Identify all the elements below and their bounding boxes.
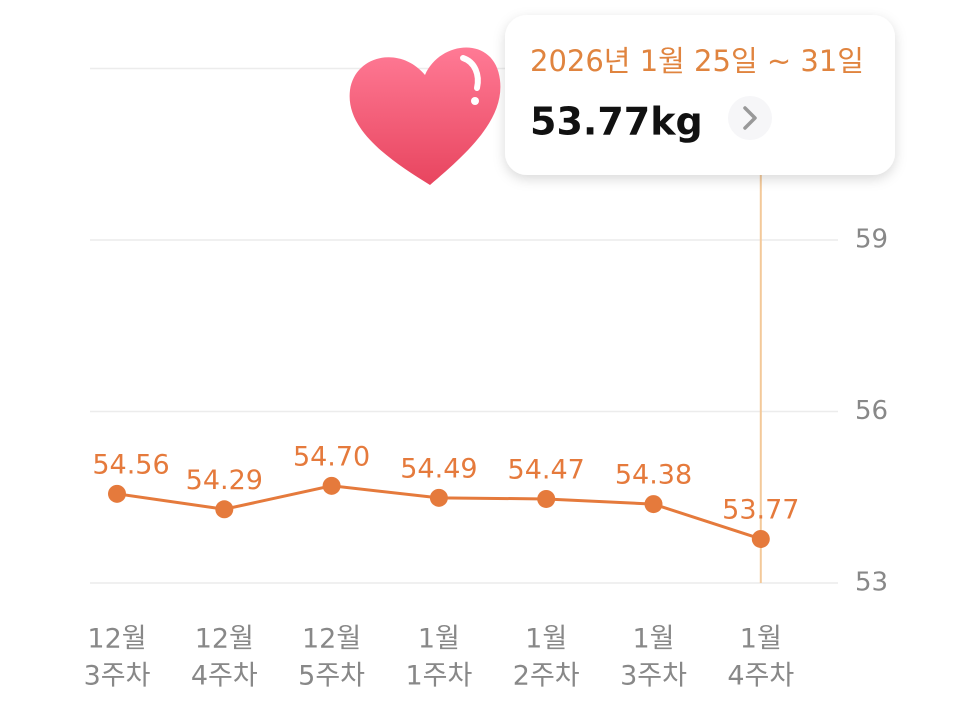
x-tick-label: 4주차 xyxy=(727,661,794,692)
x-tick-label: 12월 xyxy=(195,624,254,655)
value-label: 54.70 xyxy=(293,441,370,472)
x-tick-label: 1월 xyxy=(740,624,782,655)
point xyxy=(751,529,770,548)
point xyxy=(429,488,448,507)
x-tick-label: 12월 xyxy=(302,624,361,655)
point xyxy=(215,500,234,519)
point xyxy=(537,489,556,508)
x-tick-label: 2주차 xyxy=(513,661,580,692)
y-tick-label: 56 xyxy=(855,396,888,426)
value-label: 54.56 xyxy=(92,449,169,480)
x-tick-label: 1월 xyxy=(525,624,567,655)
chevron-icon xyxy=(743,106,757,130)
value-label: 54.38 xyxy=(615,460,692,491)
tooltip-date: 2026년 1월 25일 ~ 31일 xyxy=(530,44,864,78)
point xyxy=(108,484,126,503)
value-label: 54.47 xyxy=(508,454,585,485)
value-label: 54.29 xyxy=(186,465,263,496)
heart-icon xyxy=(349,47,501,185)
x-tick-label: 12월 xyxy=(87,624,146,655)
y-tick-label: 59 xyxy=(855,225,888,255)
x-tick-label: 1주차 xyxy=(405,661,472,692)
x-tick-label: 3주차 xyxy=(84,661,151,692)
value-label: 53.77 xyxy=(722,494,799,525)
point xyxy=(644,495,663,514)
x-tick-label: 1월 xyxy=(418,624,460,655)
x-tick-label: 3주차 xyxy=(620,661,687,692)
tooltip-value: 53.77kg xyxy=(530,100,703,144)
tooltip-box xyxy=(505,15,895,175)
x-tick-label: 5주차 xyxy=(298,661,365,692)
x-tick-label: 4주차 xyxy=(191,661,258,692)
detail-button[interactable] xyxy=(728,96,772,140)
point xyxy=(322,476,341,495)
x-tick-label: 1월 xyxy=(632,624,674,655)
y-tick-label: 53 xyxy=(855,568,888,598)
tooltip: 2026년 1월 25일 ~ 31일 53.77kg xyxy=(505,15,895,175)
value-label: 54.49 xyxy=(400,453,477,484)
